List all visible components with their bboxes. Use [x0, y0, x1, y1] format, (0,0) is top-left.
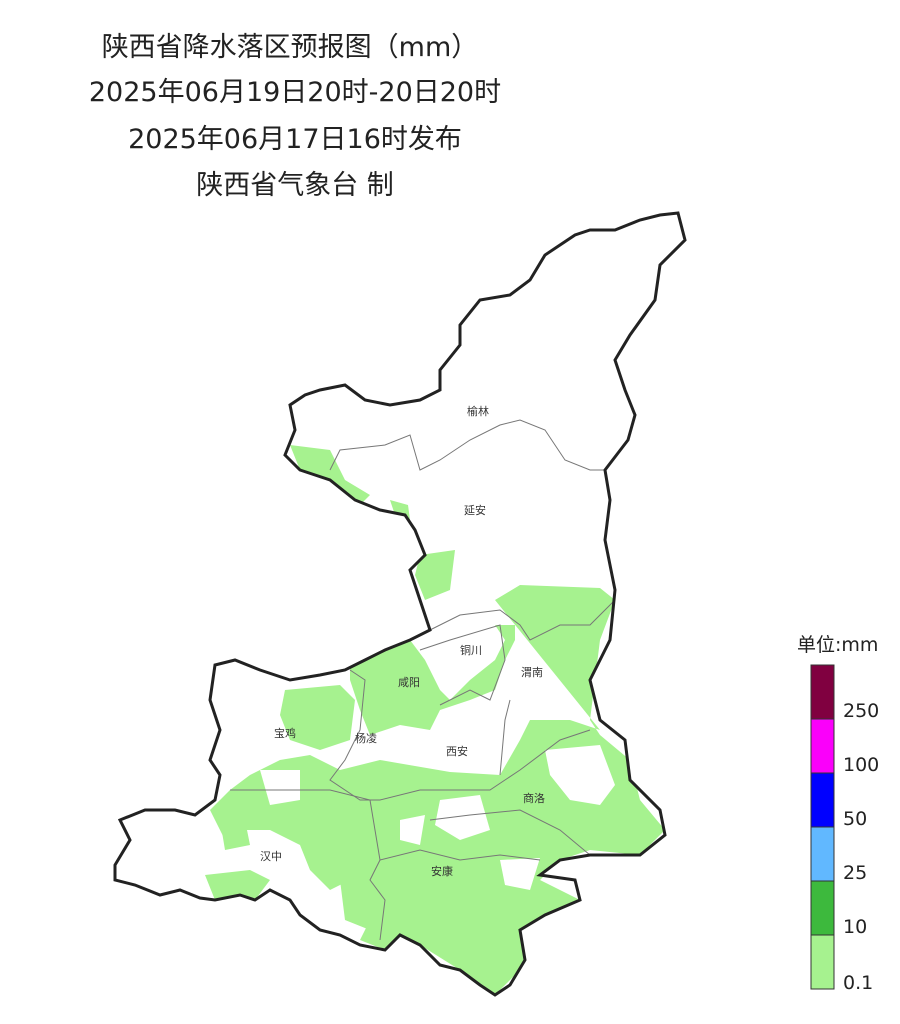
rain-areas: [205, 445, 665, 995]
legend-swatch: [810, 772, 835, 828]
legend-label: 50: [843, 808, 867, 830]
legend-swatch: [810, 718, 835, 774]
valid-period: 2025年06月19日20时-20日20时: [89, 77, 501, 108]
legend-swatch: [810, 826, 835, 882]
city-label: 安康: [431, 864, 453, 878]
city-label: 宝鸡: [274, 726, 296, 740]
legend-swatch: [810, 880, 835, 936]
title: 陕西省降水落区预报图（mm）: [102, 32, 479, 63]
legend-swatch: [810, 664, 835, 720]
city-label: 商洛: [523, 791, 545, 805]
city-label: 榆林: [467, 404, 489, 418]
rain-gaps: [260, 745, 615, 890]
legend: 0.1 10 25 50 100 250: [810, 664, 879, 994]
city-label: 咸阳: [398, 676, 420, 689]
city-label: 西安: [446, 744, 468, 758]
city-label: 渭南: [521, 666, 543, 679]
legend-swatch: [810, 934, 835, 990]
city-boundaries: [230, 419, 616, 941]
legend-label: 250: [843, 700, 879, 722]
legend-label: 100: [843, 754, 879, 776]
legend-label: 0.1: [843, 972, 873, 994]
city-label: 汉中: [260, 850, 282, 863]
legend-label: 25: [843, 862, 867, 884]
issued: 2025年06月17日16时发布: [128, 124, 462, 155]
city-label: 杨凌: [355, 731, 377, 745]
city-label: 铜川: [460, 643, 482, 657]
producer: 陕西省气象台 制: [196, 170, 394, 201]
legend-unit: 单位:mm: [797, 634, 878, 656]
legend-label: 10: [843, 916, 867, 938]
city-label: 延安: [464, 503, 486, 517]
